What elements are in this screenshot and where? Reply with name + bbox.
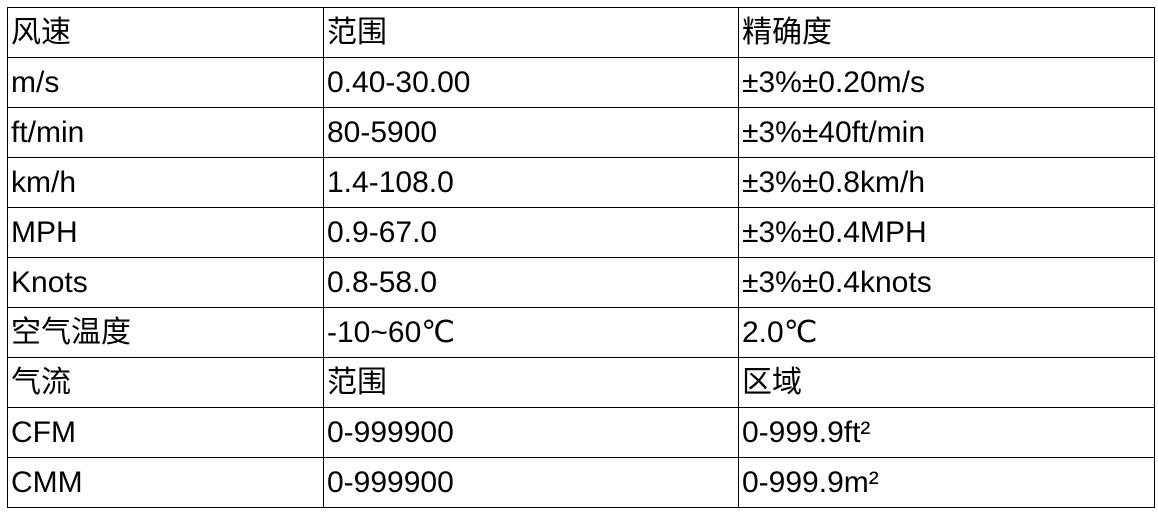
table-cell: CFM <box>7 407 324 458</box>
table-row: m/s 0.40-30.00 ±3%±0.20m/s <box>7 57 1155 108</box>
table-cell: 0.9-67.0 <box>323 207 739 258</box>
table-cell: 范围 <box>323 357 739 408</box>
table-cell: 0-999900 <box>323 457 739 508</box>
table-cell: -10~60℃ <box>323 307 739 358</box>
table-header-row: 风速 范围 精确度 <box>7 7 1155 58</box>
table-cell: 气流 <box>7 357 324 408</box>
table-cell: km/h <box>7 157 324 208</box>
table-cell: 0-999.9m² <box>738 457 1155 508</box>
table-cell: 0-999.9ft² <box>738 407 1155 458</box>
table-cell: 精确度 <box>738 7 1155 58</box>
table-cell: 1.4-108.0 <box>323 157 739 208</box>
table-cell: 空气温度 <box>7 307 324 358</box>
table-cell: 0.8-58.0 <box>323 257 739 308</box>
table-cell: 0-999900 <box>323 407 739 458</box>
table-cell: CMM <box>7 457 324 508</box>
table-cell: 风速 <box>7 7 324 58</box>
table-row: ft/min 80-5900 ±3%±40ft/min <box>7 107 1155 158</box>
table-row: CMM 0-999900 0-999.9m² <box>7 457 1155 508</box>
table-row: km/h 1.4-108.0 ±3%±0.8km/h <box>7 157 1155 208</box>
table-header-row: 气流 范围 区域 <box>7 357 1155 408</box>
table-cell: ±3%±0.8km/h <box>738 157 1155 208</box>
table-row: MPH 0.9-67.0 ±3%±0.4MPH <box>7 207 1155 258</box>
table-cell: 80-5900 <box>323 107 739 158</box>
table-cell: 2.0℃ <box>738 307 1155 358</box>
table-cell: 区域 <box>738 357 1155 408</box>
table-row: 空气温度 -10~60℃ 2.0℃ <box>7 307 1155 358</box>
table-cell: 范围 <box>323 7 739 58</box>
table-cell: ±3%±0.4knots <box>738 257 1155 308</box>
table-cell: m/s <box>7 57 324 108</box>
spec-table: 风速 范围 精确度 m/s 0.40-30.00 ±3%±0.20m/s ft/min 80-… <box>7 7 1155 508</box>
table-cell: ±3%±0.20m/s <box>738 57 1155 108</box>
table-cell: Knots <box>7 257 324 308</box>
table-cell: 0.40-30.00 <box>323 57 739 108</box>
table-row: CFM 0-999900 0-999.9ft² <box>7 407 1155 458</box>
table-cell: ±3%±40ft/min <box>738 107 1155 158</box>
table-cell: ±3%±0.4MPH <box>738 207 1155 258</box>
table-row: Knots 0.8-58.0 ±3%±0.4knots <box>7 257 1155 308</box>
table-cell: ft/min <box>7 107 324 158</box>
table-cell: MPH <box>7 207 324 258</box>
